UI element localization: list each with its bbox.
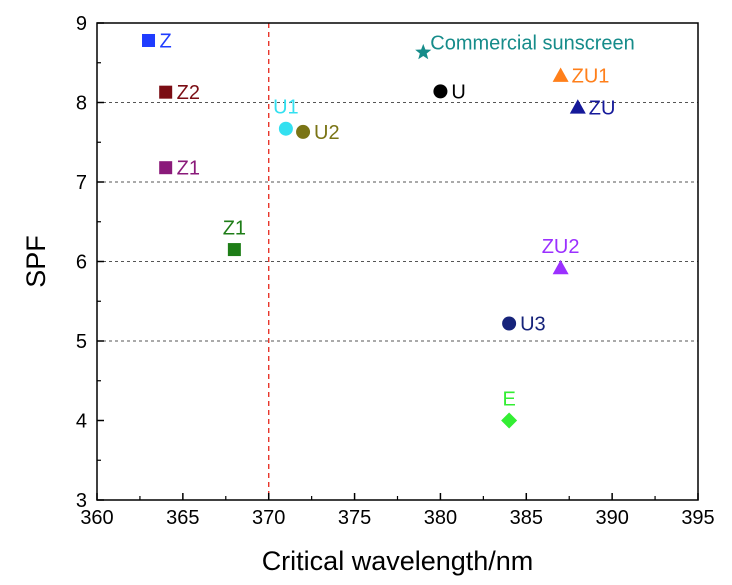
circle-marker	[278, 121, 293, 136]
triangle-marker	[569, 99, 586, 114]
x-tick-label: 380	[424, 507, 457, 529]
x-tick-label: 365	[166, 507, 199, 529]
data-point-label: U2	[314, 122, 340, 144]
square-marker	[159, 161, 173, 175]
data-point-zu2: ZU2	[542, 236, 580, 275]
grid-lines	[97, 102, 698, 342]
data-point-zu1: ZU1	[552, 65, 610, 87]
y-tick-label: 6	[76, 252, 87, 274]
square-marker	[159, 85, 173, 99]
data-point-u1: U1	[273, 97, 299, 136]
square-marker	[227, 243, 241, 257]
data-point-label: Z1	[177, 158, 200, 180]
data-point-commercial-sunscreen: Commercial sunscreen	[415, 32, 635, 60]
x-tick-label: 375	[338, 507, 371, 529]
circle-marker	[296, 124, 311, 139]
x-tick-label: 395	[681, 507, 714, 529]
y-tick-label: 3	[76, 490, 87, 512]
star-marker	[415, 43, 432, 60]
data-point-u2: U2	[296, 122, 340, 144]
diamond-marker	[501, 412, 518, 429]
y-tick-label: 4	[76, 411, 87, 433]
data-point-u: U	[433, 81, 466, 103]
data-point-z2: Z2	[159, 82, 200, 104]
y-tick-label: 5	[76, 331, 87, 353]
data-point-label: U1	[273, 97, 299, 119]
data-point-label: ZU	[589, 97, 616, 119]
y-tick-label: 7	[76, 172, 87, 194]
data-points: Z Z2 Z1 Z1 U1 U2 Commercial sunscreen U ZU1 ZU ZU2…	[142, 30, 635, 429]
data-point-label: U3	[520, 314, 546, 336]
y-axis-title: SPF	[21, 235, 51, 288]
x-tick-label: 385	[510, 507, 543, 529]
data-point-label: Commercial sunscreen	[430, 32, 635, 54]
circle-marker	[502, 316, 517, 331]
data-point-z1: Z1	[223, 218, 246, 257]
square-marker	[142, 33, 156, 47]
y-tick-label: 9	[76, 13, 87, 35]
x-tick-label: 370	[252, 507, 285, 529]
data-point-label: E	[502, 389, 515, 411]
circle-marker	[433, 84, 448, 99]
y-tick-label: 8	[76, 93, 87, 115]
triangle-marker	[552, 259, 569, 275]
data-point-zu: ZU	[569, 97, 616, 119]
data-point-label: Z	[160, 30, 172, 52]
x-tick-label: 390	[595, 507, 628, 529]
data-point-u3: U3	[502, 314, 546, 336]
data-point-z: Z	[142, 30, 172, 52]
data-point-e: E	[501, 389, 518, 429]
data-point-label: ZU1	[572, 65, 610, 87]
data-point-label: ZU2	[542, 236, 580, 258]
data-point-label: Z1	[223, 218, 246, 240]
data-point-label: U	[451, 81, 465, 103]
data-point-z1: Z1	[159, 158, 200, 180]
data-point-label: Z2	[177, 82, 200, 104]
x-tick-label: 360	[80, 507, 113, 529]
axis-ticks: 360 365 370 375 380 385 390 395 3 4 5 6 7 8 9	[76, 13, 715, 529]
x-axis-title: Critical wavelength/nm	[262, 546, 534, 576]
triangle-marker	[552, 67, 569, 82]
